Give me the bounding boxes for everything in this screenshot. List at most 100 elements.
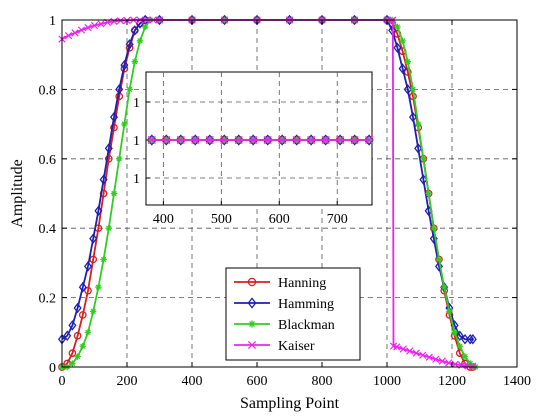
data-point bbox=[64, 31, 73, 40]
data-point bbox=[419, 351, 427, 359]
data-point bbox=[126, 86, 133, 93]
data-point bbox=[307, 135, 316, 145]
data-point bbox=[415, 120, 422, 128]
data-point bbox=[104, 154, 113, 163]
data-point bbox=[394, 23, 401, 31]
data-point bbox=[466, 333, 475, 345]
inset-plot: 400 500 600 700 1 1 1 bbox=[133, 71, 374, 227]
data-point bbox=[430, 225, 437, 232]
data-point bbox=[350, 135, 359, 145]
inset-x-tick-label: 500 bbox=[211, 212, 232, 227]
data-point bbox=[147, 135, 156, 145]
data-point bbox=[89, 233, 98, 244]
data-point bbox=[78, 281, 87, 293]
data-point bbox=[412, 349, 420, 357]
data-point bbox=[68, 349, 77, 357]
legend: Hanning Hamming Blackman Kaiser bbox=[225, 267, 361, 361]
data-point bbox=[79, 342, 86, 350]
legend-label: Blackman bbox=[278, 318, 335, 333]
inset-x-tick-label: 700 bbox=[327, 212, 348, 227]
x-tick-label: 0 bbox=[59, 374, 66, 389]
data-point bbox=[90, 308, 97, 315]
data-point bbox=[95, 283, 102, 291]
data-point bbox=[425, 353, 433, 361]
data-point bbox=[434, 261, 444, 272]
data-point bbox=[441, 283, 448, 291]
data-point bbox=[130, 25, 139, 36]
data-point bbox=[451, 360, 459, 368]
data-point bbox=[425, 190, 432, 197]
data-point bbox=[63, 330, 72, 342]
data-point bbox=[94, 205, 103, 217]
data-point bbox=[74, 353, 81, 360]
data-point bbox=[162, 135, 171, 145]
data-point bbox=[408, 111, 418, 123]
data-point bbox=[191, 135, 200, 145]
data-point bbox=[97, 20, 105, 28]
data-point bbox=[393, 343, 401, 351]
data-point bbox=[121, 120, 128, 128]
data-point bbox=[403, 68, 412, 76]
data-point bbox=[84, 329, 92, 336]
data-point bbox=[116, 17, 125, 25]
legend-entry-hamming: Hamming bbox=[234, 297, 334, 312]
data-point bbox=[398, 63, 407, 74]
inset-x-tick-label: 600 bbox=[269, 212, 290, 227]
data-point bbox=[365, 135, 374, 145]
data-point bbox=[234, 135, 243, 145]
legend-label: Hamming bbox=[278, 297, 334, 312]
data-point bbox=[73, 302, 82, 314]
inset-y-tick-label: 1 bbox=[133, 134, 140, 149]
data-point bbox=[73, 331, 82, 340]
data-point bbox=[109, 111, 119, 123]
y-tick-label: 1 bbox=[49, 14, 56, 29]
inset-series-kaiser bbox=[147, 135, 374, 145]
data-point bbox=[84, 24, 92, 32]
data-point bbox=[445, 359, 453, 367]
legend-label: Kaiser bbox=[278, 339, 315, 354]
data-point bbox=[404, 58, 411, 65]
data-point bbox=[110, 190, 118, 197]
y-axis-label: Amplitude bbox=[9, 159, 26, 227]
legend-entry-hanning: Hanning bbox=[234, 276, 326, 291]
data-point bbox=[451, 329, 458, 336]
data-point bbox=[456, 342, 463, 350]
y-tick-label: 0.2 bbox=[39, 292, 57, 307]
data-point bbox=[393, 42, 402, 54]
data-point bbox=[409, 86, 417, 93]
data-point bbox=[110, 17, 118, 26]
data-point bbox=[84, 286, 92, 295]
legend-label: Hanning bbox=[278, 276, 326, 291]
data-point bbox=[205, 135, 214, 145]
data-point bbox=[446, 308, 453, 315]
data-point bbox=[125, 39, 134, 50]
y-tick-label: 0.8 bbox=[39, 83, 57, 98]
data-point bbox=[438, 357, 446, 365]
data-point bbox=[247, 277, 257, 287]
x-tick-label: 800 bbox=[312, 374, 333, 389]
legend-entry-blackman: Blackman bbox=[234, 318, 335, 333]
data-point bbox=[110, 123, 118, 132]
data-point bbox=[435, 256, 443, 263]
data-point bbox=[78, 311, 87, 319]
data-point bbox=[247, 340, 257, 350]
data-point bbox=[455, 330, 464, 342]
data-point bbox=[249, 135, 258, 145]
data-point bbox=[469, 362, 477, 370]
x-tick-label: 1200 bbox=[438, 374, 466, 389]
inset-y-tick-label: 1 bbox=[133, 96, 140, 111]
data-point bbox=[432, 355, 440, 363]
data-point bbox=[136, 37, 144, 45]
data-point bbox=[77, 26, 86, 34]
data-point bbox=[90, 21, 99, 30]
inset-x-tick-label: 400 bbox=[153, 212, 174, 227]
data-point bbox=[263, 135, 272, 145]
data-point bbox=[220, 135, 229, 145]
data-point bbox=[83, 261, 93, 272]
y-tick-label: 0.4 bbox=[39, 222, 57, 237]
inset-y-tick-label: 1 bbox=[133, 172, 140, 187]
x-tick-label: 1400 bbox=[503, 374, 531, 389]
data-point bbox=[406, 347, 414, 355]
data-point bbox=[403, 84, 412, 95]
